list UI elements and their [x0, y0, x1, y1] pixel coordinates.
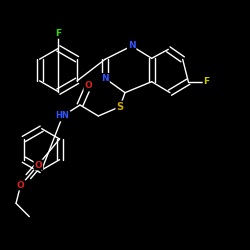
Text: N: N — [128, 42, 136, 50]
Text: HN: HN — [56, 112, 70, 120]
Text: O: O — [17, 180, 24, 190]
Text: N: N — [101, 74, 109, 83]
Text: F: F — [55, 29, 62, 38]
Text: O: O — [34, 160, 42, 170]
Text: F: F — [204, 77, 210, 86]
Text: S: S — [116, 102, 123, 112]
Text: O: O — [84, 82, 92, 90]
